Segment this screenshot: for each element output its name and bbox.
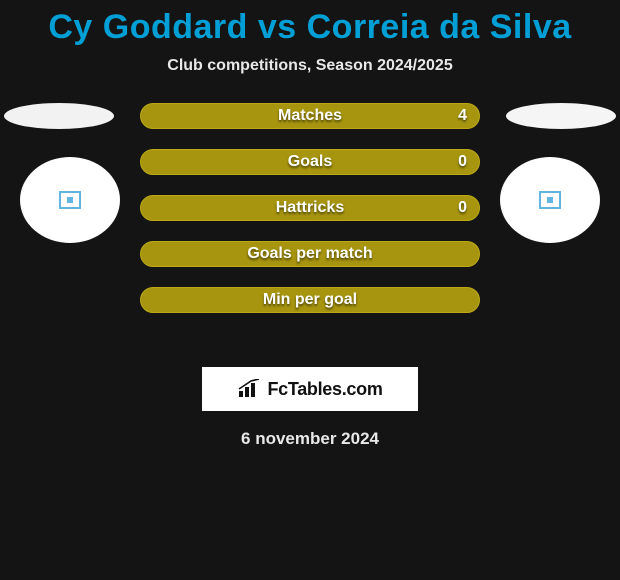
stat-value-right: 0	[458, 199, 467, 217]
stat-label: Min per goal	[263, 291, 357, 309]
stat-label: Goals	[288, 153, 332, 171]
page-title: Cy Goddard vs Correia da Silva	[0, 0, 620, 47]
player-left-flag	[4, 103, 114, 129]
subtitle: Club competitions, Season 2024/2025	[0, 57, 620, 75]
brand-chart-icon	[237, 379, 263, 399]
stat-row: Hattricks 0	[140, 195, 480, 221]
player-left-photo	[20, 157, 120, 243]
stat-label: Goals per match	[247, 245, 372, 263]
player-right-photo	[500, 157, 600, 243]
stat-row: Min per goal	[140, 287, 480, 313]
stat-rows: Matches 4 Goals 0 Hattricks 0 Goals per match M…	[140, 103, 480, 333]
flag-right-ellipse	[506, 103, 616, 129]
stat-value-right: 0	[458, 153, 467, 171]
date-text: 6 november 2024	[0, 429, 620, 449]
player-right-flag	[506, 103, 616, 129]
comparison-stage: Matches 4 Goals 0 Hattricks 0 Goals per match M…	[0, 103, 620, 363]
stat-row: Matches 4	[140, 103, 480, 129]
stat-row: Goals per match	[140, 241, 480, 267]
stat-row: Goals 0	[140, 149, 480, 175]
stat-label: Matches	[278, 107, 342, 125]
brand-badge: FcTables.com	[202, 367, 418, 411]
flag-left-ellipse	[4, 103, 114, 129]
brand-text: FcTables.com	[267, 379, 382, 400]
stat-label: Hattricks	[276, 199, 344, 217]
photo-placeholder-icon	[539, 191, 561, 209]
photo-placeholder-icon	[59, 191, 81, 209]
stat-value-right: 4	[458, 107, 467, 125]
